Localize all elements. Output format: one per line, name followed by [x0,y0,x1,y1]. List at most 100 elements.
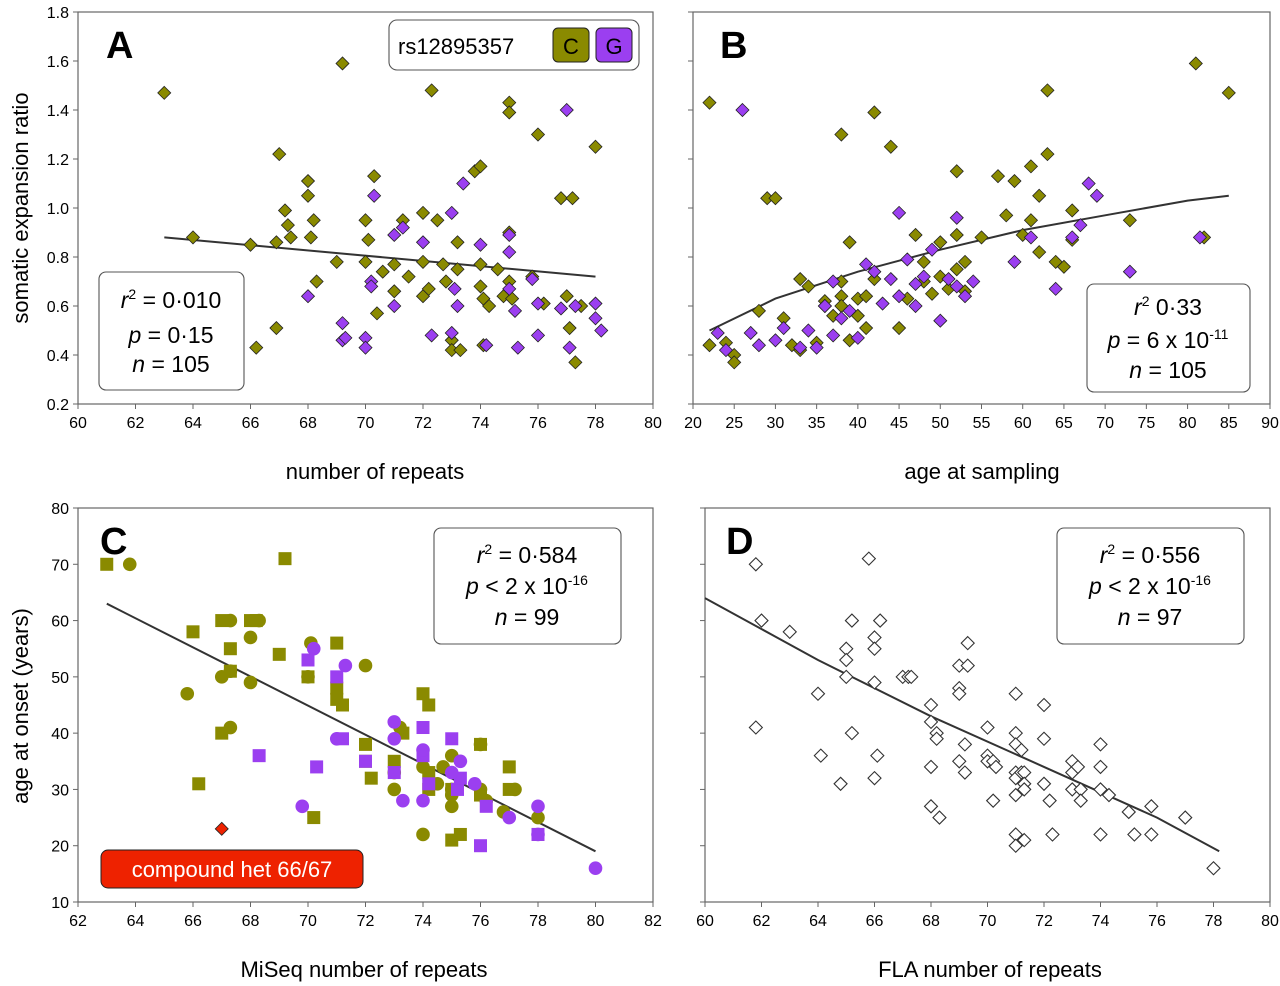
data-point-square [387,766,401,780]
legend-entry-G: G [605,34,622,59]
y-tick-label: 0.6 [47,299,69,316]
data-point-circle [329,731,344,746]
x-tick-label: 68 [299,415,317,432]
data-point-diamond [309,274,324,289]
data-point-diamond [875,296,890,311]
data-point-diamond [415,205,431,220]
data-point-diamond [277,203,293,218]
data-point-diamond [859,320,874,336]
data-point-diamond [817,298,832,314]
data-point-diamond [949,279,964,294]
data-point-diamond [859,289,874,304]
data-point-diamond [957,765,973,780]
stats-box [1086,283,1251,393]
data-point-diamond [872,613,888,628]
data-point-diamond [525,271,540,287]
x-tick-label: 90 [1261,415,1279,432]
data-point-diamond [450,262,465,277]
data-point-circle [243,630,258,645]
data-point-diamond [702,95,717,110]
data-point-diamond [941,271,956,287]
data-point-diamond [358,254,373,269]
data-point-circle [223,613,238,628]
stat-r2-exponent: 2 [128,286,136,302]
x-tick-label: 66 [866,913,884,930]
data-point-diamond [842,235,857,250]
data-point-diamond [1073,218,1088,233]
x-tick-label: 80 [587,913,605,930]
data-point-diamond [185,230,201,245]
data-point-diamond [923,799,939,814]
data-point-diamond [1089,188,1104,203]
panel-label: D [726,521,753,563]
data-point-square [479,799,493,813]
stat-n-symbol: n [1118,604,1131,630]
data-point-square [272,647,286,661]
data-point-diamond [980,720,995,735]
data-point-diamond [727,355,742,370]
x-tick-label: 68 [242,913,260,930]
data-point-diamond [923,714,939,730]
data-point-square [330,636,344,650]
data-point-diamond [424,328,439,343]
data-point-diamond [768,333,783,348]
data-point-diamond [1040,83,1055,98]
data-point-circle [473,737,488,752]
data-point-diamond [1048,281,1063,296]
data-point-diamond [949,227,964,243]
data-point-diamond [933,235,948,250]
series-G-diamond [710,102,1208,358]
data-point-diamond [844,613,860,628]
data-point-diamond [1192,230,1208,245]
data-point-diamond [754,613,769,628]
data-point-diamond [985,793,1001,808]
data-point-diamond [1073,793,1089,808]
x-tick-label: 78 [529,913,547,930]
data-point-diamond [453,343,468,358]
data-point-diamond [553,191,569,206]
data-point-diamond [530,127,546,142]
data-point-diamond [826,328,841,343]
data-point-circle [306,641,321,656]
data-point-diamond [929,731,944,747]
data-point-diamond [1032,188,1047,203]
data-point-diamond [387,284,402,299]
data-point-circle [338,658,353,673]
data-point-diamond [1007,254,1022,269]
data-point-diamond [748,720,764,735]
data-point-diamond [951,754,967,769]
data-point-square [416,721,430,735]
legend: rs12895357 C G [388,19,640,71]
x-tick-label: 72 [1035,913,1053,930]
x-tick-label: 68 [922,913,940,930]
data-point-diamond [870,748,885,763]
data-point-diamond [157,85,172,100]
stat-n-value: = 105 [1142,357,1207,383]
data-point-diamond [1122,213,1137,228]
y-axis-label: somatic expansion ratio [8,92,33,323]
y-tick-label: 80 [51,501,69,518]
y-tick-label: 10 [51,895,69,912]
stat-r2-exponent: 2 [1107,541,1115,557]
data-point-diamond [966,274,981,289]
legend-entry-C: C [563,34,579,59]
x-tick-label: 80 [1179,415,1197,432]
data-point-diamond [1036,697,1052,713]
x-tick-label: 20 [684,415,702,432]
panel-A: 60 62 64 66 68 70 72 74 76 78 80 0.2 0.4 0.6 0.8 1.0 1.2… [8,5,662,484]
data-point-diamond [1101,787,1117,803]
data-point-diamond [456,176,471,191]
stat-p-value: < 2 x 10 [1102,573,1191,599]
data-point-diamond [1188,56,1203,71]
data-point-circle [301,670,315,684]
stat-p: p < 2 x 10-16 [465,572,588,599]
data-point-diamond [1014,742,1029,758]
y-tick-label: 0.8 [47,250,69,267]
data-point-diamond [867,770,882,786]
data-point-diamond [553,301,569,316]
x-tick-label: 80 [644,415,662,432]
data-point-diamond [335,316,350,331]
data-point-square [445,732,459,746]
data-point-square [100,557,114,571]
stat-p-symbol: p [465,573,479,599]
